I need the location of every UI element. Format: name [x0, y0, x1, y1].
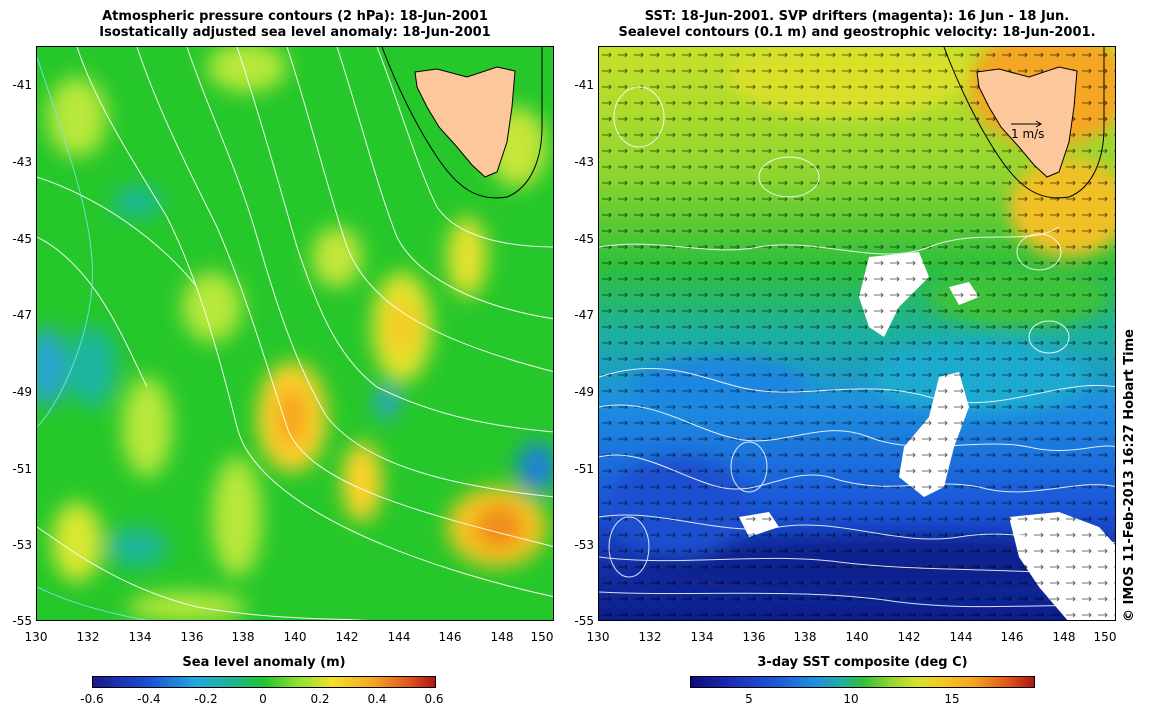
right-x-tick: 142 [897, 630, 921, 644]
left-y-tick: -47 [12, 308, 32, 322]
right-x-tick: 146 [1000, 630, 1024, 644]
left-title-line2: Isostatically adjusted sea level anomaly… [99, 25, 491, 40]
left-y-tick: -55 [12, 614, 32, 628]
sla-colorbar-tick: -0.6 [80, 692, 104, 706]
right-y-tick: -53 [574, 538, 594, 552]
sst-colorbar-tick: 15 [944, 692, 960, 706]
sla-map-svg [37, 47, 553, 620]
right-y-tick: -45 [574, 232, 594, 246]
sst-colorbar-title: 3-day SST composite (deg C) [757, 655, 968, 670]
right-x-tick: 140 [845, 630, 869, 644]
sla-colorbar-tick: -0.4 [137, 692, 161, 706]
sla-colorbar-tick: 0.6 [424, 692, 444, 706]
credit-text: © IMOS 11-Feb-2013 16:27 Hobart Time [1122, 329, 1137, 622]
sst-colorbar-tick: 5 [745, 692, 753, 706]
left-x-tick: 144 [387, 630, 411, 644]
right-x-tick: 130 [586, 630, 610, 644]
left-x-tick: 148 [490, 630, 514, 644]
scale-arrow-label: 1 m/s [1011, 127, 1045, 141]
left-x-tick: 140 [283, 630, 307, 644]
right-y-tick: -47 [574, 308, 594, 322]
right-x-tick: 132 [638, 630, 662, 644]
sst-map[interactable]: 1 m/s [598, 46, 1116, 621]
left-x-tick: 150 [530, 630, 554, 644]
left-y-tick: -51 [12, 462, 32, 476]
right-x-tick: 134 [690, 630, 714, 644]
left-x-tick: 132 [76, 630, 100, 644]
left-x-tick: 138 [231, 630, 255, 644]
right-y-tick: -51 [574, 462, 594, 476]
left-y-tick: -41 [12, 78, 32, 92]
right-x-tick: 148 [1052, 630, 1076, 644]
sla-colorbar [92, 676, 436, 688]
left-y-tick: -53 [12, 538, 32, 552]
left-x-tick: 134 [128, 630, 152, 644]
right-title-line2: Sealevel contours (0.1 m) and geostrophi… [618, 25, 1096, 40]
right-y-tick: -43 [574, 155, 594, 169]
right-x-tick: 138 [793, 630, 817, 644]
sla-colorbar-tick: 0 [259, 692, 267, 706]
right-x-tick: 150 [1093, 630, 1117, 644]
left-title-line1: Atmospheric pressure contours (2 hPa): 1… [102, 9, 488, 24]
left-y-tick: -45 [12, 232, 32, 246]
left-x-tick: 130 [24, 630, 48, 644]
sst-colorbar [690, 676, 1035, 688]
right-y-tick: -55 [574, 614, 594, 628]
sla-colorbar-tick: -0.2 [194, 692, 218, 706]
left-x-tick: 136 [180, 630, 204, 644]
right-title-line1: SST: 18-Jun-2001. SVP drifters (magenta)… [644, 9, 1070, 24]
right-x-tick: 144 [949, 630, 973, 644]
scale-arrow-icon [1011, 120, 1042, 128]
sst-map-svg [599, 47, 1115, 620]
sla-colorbar-tick: 0.2 [310, 692, 330, 706]
right-y-tick: -41 [574, 78, 594, 92]
sst-colorbar-tick: 10 [843, 692, 859, 706]
left-x-tick: 146 [438, 630, 462, 644]
right-y-tick: -49 [574, 385, 594, 399]
sla-colorbar-title: Sea level anomaly (m) [182, 655, 346, 670]
left-x-tick: 142 [335, 630, 359, 644]
right-x-tick: 136 [742, 630, 766, 644]
sla-colorbar-tick: 0.4 [367, 692, 387, 706]
left-y-tick: -49 [12, 385, 32, 399]
sla-map[interactable] [36, 46, 554, 621]
left-y-tick: -43 [12, 155, 32, 169]
